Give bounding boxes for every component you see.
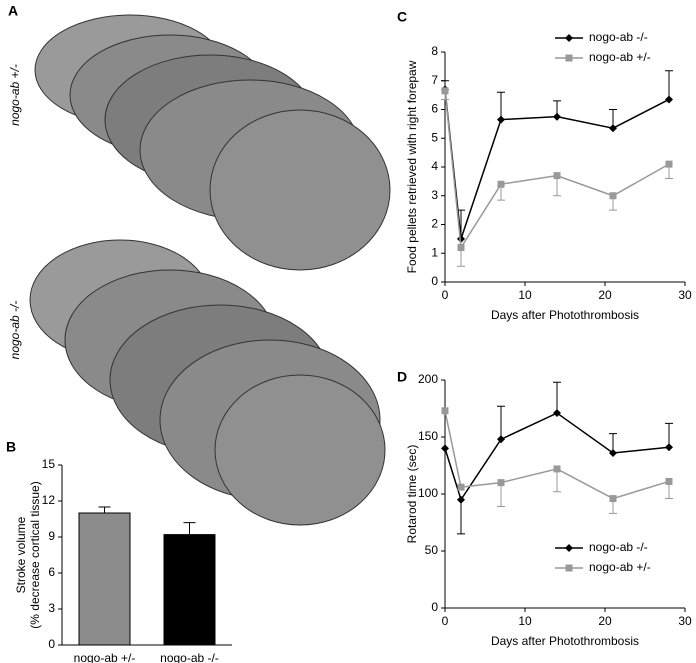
error-bar bbox=[553, 381, 561, 414]
panel-label: B bbox=[6, 439, 16, 455]
legend-label: nogo-ab +/- bbox=[589, 50, 651, 64]
error-bar bbox=[497, 405, 505, 440]
marker bbox=[665, 95, 673, 104]
series-line bbox=[444, 410, 670, 500]
y-axis-label: Food pellets retrieved with right forepa… bbox=[405, 60, 419, 273]
marker bbox=[665, 477, 673, 485]
marker bbox=[457, 483, 465, 491]
marker bbox=[457, 495, 465, 504]
series-line bbox=[444, 89, 670, 240]
y-tick-label: 200 bbox=[418, 372, 438, 386]
x-tick-label: 20 bbox=[598, 288, 612, 302]
marker bbox=[553, 465, 561, 473]
y-axis-label: Rotarod time (sec) bbox=[405, 445, 419, 544]
y-tick-label: 0 bbox=[431, 274, 438, 288]
marker bbox=[457, 234, 465, 243]
marker bbox=[497, 479, 505, 487]
x-tick-label: 20 bbox=[598, 614, 612, 628]
error-bar bbox=[553, 468, 561, 493]
y-tick-label: 4 bbox=[431, 159, 438, 173]
y-tick-label: 7 bbox=[431, 73, 438, 87]
y-tick-label: 1 bbox=[431, 245, 438, 259]
x-tick-label: 0 bbox=[442, 288, 449, 302]
y-tick-label: 8 bbox=[431, 44, 438, 58]
x-axis-label: Days after Photothrombosis bbox=[491, 308, 639, 322]
legend-marker bbox=[565, 544, 573, 552]
y-tick-label: 150 bbox=[418, 429, 438, 443]
marker bbox=[609, 192, 617, 200]
y-tick-label: 50 bbox=[425, 543, 439, 557]
marker bbox=[609, 495, 617, 503]
y-tick-label: 0 bbox=[48, 637, 55, 651]
y-tick-label: 100 bbox=[418, 486, 438, 500]
legend-marker bbox=[565, 54, 573, 62]
brain-sections bbox=[29, 14, 391, 526]
marker bbox=[497, 435, 505, 444]
legend-label: nogo-ab -/- bbox=[589, 540, 648, 554]
group-label: nogo-ab +/- bbox=[8, 64, 22, 126]
y-tick-label: 2 bbox=[431, 217, 438, 231]
x-tick-label: 10 bbox=[518, 288, 532, 302]
error-bar bbox=[183, 522, 196, 535]
series-line bbox=[444, 412, 670, 502]
error-bar bbox=[497, 91, 505, 120]
marker bbox=[609, 124, 617, 133]
marker bbox=[553, 112, 561, 121]
x-tick-label: 30 bbox=[678, 288, 692, 302]
x-tick-label: 10 bbox=[518, 614, 532, 628]
x-tick-label: nogo-ab -/- bbox=[160, 651, 219, 663]
panel-label: D bbox=[397, 369, 407, 385]
y-axis-label: (% decrease cortical tissue) bbox=[28, 481, 42, 628]
marker bbox=[497, 115, 505, 124]
panel-label: C bbox=[397, 9, 407, 25]
marker bbox=[553, 172, 561, 180]
x-tick-label: nogo-ab +/- bbox=[74, 651, 136, 663]
y-tick-label: 12 bbox=[42, 493, 56, 507]
x-axis-label: Days after Photothrombosis bbox=[491, 634, 639, 648]
error-bar bbox=[665, 70, 673, 100]
y-tick-label: 15 bbox=[42, 457, 56, 471]
bar bbox=[163, 534, 216, 646]
marker bbox=[609, 448, 617, 457]
x-tick-label: 0 bbox=[442, 614, 449, 628]
error-bar bbox=[457, 499, 465, 535]
y-tick-label: 9 bbox=[48, 529, 55, 543]
marker bbox=[441, 87, 449, 95]
legend-label: nogo-ab -/- bbox=[589, 30, 648, 44]
bar bbox=[78, 512, 131, 646]
y-axis-label: Stroke volume bbox=[14, 516, 28, 593]
x-tick-label: 30 bbox=[678, 614, 692, 628]
marker bbox=[441, 444, 449, 453]
marker bbox=[441, 407, 449, 415]
legend-label: nogo-ab +/- bbox=[589, 560, 651, 574]
y-tick-label: 0 bbox=[431, 600, 438, 614]
marker bbox=[457, 244, 465, 251]
group-label: nogo-ab -/- bbox=[8, 301, 22, 360]
marker bbox=[665, 443, 673, 452]
error-bar bbox=[457, 209, 465, 239]
error-bar bbox=[98, 506, 111, 513]
series-line bbox=[444, 90, 670, 250]
marker bbox=[665, 160, 673, 168]
legend-marker bbox=[565, 564, 573, 572]
y-tick-label: 6 bbox=[431, 102, 438, 116]
y-tick-label: 6 bbox=[48, 565, 55, 579]
y-tick-label: 5 bbox=[431, 130, 438, 144]
panel-label: A bbox=[8, 3, 18, 19]
legend-marker bbox=[565, 34, 573, 42]
marker bbox=[497, 180, 505, 188]
marker bbox=[553, 409, 561, 418]
y-tick-label: 3 bbox=[431, 188, 438, 202]
error-bar bbox=[497, 482, 505, 508]
y-tick-label: 3 bbox=[48, 601, 55, 615]
